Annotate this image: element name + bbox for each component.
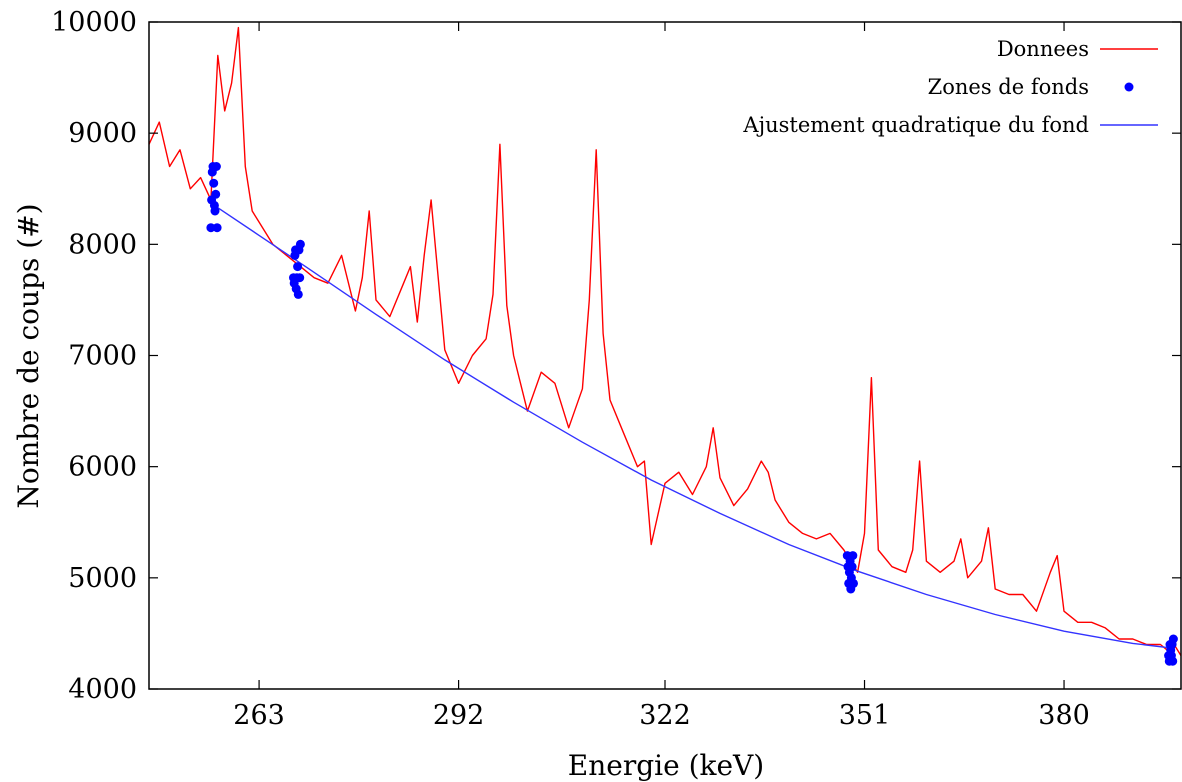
point-zones-de-fonds [848, 551, 858, 561]
axis-ticks: 263 292 322 351 380 4000 5000 6000 7000 8000 9000 1… [51, 7, 1181, 731]
legend-label-ajustement: Ajustement quadratique du fond [742, 113, 1089, 137]
point-zones-de-fonds [209, 178, 219, 188]
y-tick-label: 6000 [68, 452, 137, 483]
series-line-donnees [148, 26, 1182, 656]
point-zones-de-fonds [211, 189, 221, 199]
y-tick-label: 10000 [51, 7, 137, 38]
y-axis-title: Nombre de coups (#) [12, 203, 45, 508]
x-axis-title: Energie (keV) [568, 749, 764, 782]
point-zones-de-fonds [210, 206, 220, 216]
point-zones-de-fonds [1168, 634, 1178, 644]
y-tick-label: 9000 [68, 118, 137, 149]
y-tick-label: 5000 [68, 563, 137, 594]
series-layer [148, 26, 1182, 666]
legend: Donnees Zones de fonds Ajustement quadra… [742, 37, 1158, 137]
legend-swatch-zones-de-fonds [1124, 82, 1134, 92]
x-tick-label: 380 [1038, 700, 1090, 731]
legend-label-donnees: Donnees [997, 37, 1089, 61]
point-zones-de-fonds [293, 289, 303, 299]
point-zones-de-fonds [849, 578, 858, 588]
point-zones-de-fonds [293, 262, 303, 272]
x-tick-label: 263 [233, 700, 285, 731]
series-line-ajustement-quadratique [214, 204, 1171, 649]
x-tick-label: 292 [433, 700, 485, 731]
point-zones-de-fonds [847, 562, 857, 572]
point-zones-de-fonds [295, 273, 305, 283]
x-tick-label: 322 [639, 700, 691, 731]
point-zones-de-fonds [295, 239, 305, 249]
y-tick-label: 7000 [68, 341, 137, 372]
point-zones-de-fonds [211, 162, 221, 171]
point-zones-de-fonds [206, 223, 216, 233]
point-zones-de-fonds [212, 223, 222, 233]
point-zones-de-fonds [1168, 656, 1178, 666]
legend-label-zones-de-fonds: Zones de fonds [928, 75, 1089, 99]
y-tick-label: 4000 [68, 674, 137, 705]
x-tick-label: 351 [839, 700, 891, 731]
y-tick-label: 8000 [68, 229, 137, 260]
